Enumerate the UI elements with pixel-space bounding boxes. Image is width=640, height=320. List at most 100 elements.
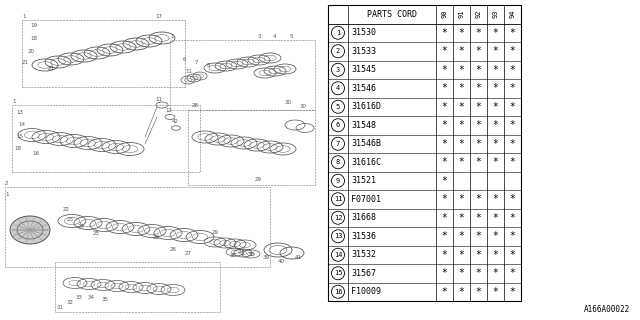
Text: 5: 5 <box>290 34 294 39</box>
Text: *: * <box>442 46 447 56</box>
Text: *: * <box>509 28 515 38</box>
Text: 31546B: 31546B <box>351 139 381 148</box>
Text: 8: 8 <box>336 159 340 165</box>
Text: *: * <box>493 287 499 297</box>
Text: A166A00022: A166A00022 <box>584 305 630 314</box>
Text: *: * <box>476 231 481 241</box>
Text: 2: 2 <box>336 48 340 54</box>
Text: *: * <box>442 28 447 38</box>
Text: *: * <box>493 83 499 93</box>
Text: 18: 18 <box>30 36 37 41</box>
Text: *: * <box>442 213 447 223</box>
Text: *: * <box>493 46 499 56</box>
Text: *: * <box>476 287 481 297</box>
Text: 25: 25 <box>93 231 100 236</box>
Text: 1: 1 <box>170 34 173 39</box>
Text: *: * <box>476 102 481 112</box>
Text: *: * <box>459 268 465 278</box>
Text: *: * <box>442 176 447 186</box>
Text: *: * <box>442 83 447 93</box>
Text: 42: 42 <box>172 119 179 124</box>
Text: 3: 3 <box>336 67 340 73</box>
Text: *: * <box>476 268 481 278</box>
Text: 1: 1 <box>336 30 340 36</box>
Text: *: * <box>509 287 515 297</box>
Text: *: * <box>509 120 515 130</box>
Text: 37: 37 <box>238 249 245 254</box>
Text: 94: 94 <box>509 10 515 19</box>
Text: *: * <box>459 194 465 204</box>
Text: *: * <box>476 28 481 38</box>
Text: *: * <box>442 157 447 167</box>
Text: 41: 41 <box>295 255 302 260</box>
Text: *: * <box>509 102 515 112</box>
Text: F07001: F07001 <box>351 195 381 204</box>
Bar <box>328 5 521 301</box>
Text: *: * <box>493 213 499 223</box>
Text: 31616C: 31616C <box>351 158 381 167</box>
Text: *: * <box>493 268 499 278</box>
Text: 16: 16 <box>32 151 39 156</box>
Text: *: * <box>459 120 465 130</box>
Text: 35: 35 <box>102 297 109 302</box>
Text: 15: 15 <box>333 270 342 276</box>
Text: 9: 9 <box>336 178 340 184</box>
Text: *: * <box>442 194 447 204</box>
Text: 40: 40 <box>278 259 285 264</box>
Text: 2: 2 <box>5 181 8 186</box>
Text: 12: 12 <box>165 108 172 113</box>
Text: *: * <box>442 65 447 75</box>
Text: 19: 19 <box>30 23 37 28</box>
Text: 6: 6 <box>336 122 340 128</box>
Ellipse shape <box>10 216 50 244</box>
Text: 31545: 31545 <box>351 65 376 74</box>
Text: 1: 1 <box>12 99 15 104</box>
Text: *: * <box>493 194 499 204</box>
Text: *: * <box>442 250 447 260</box>
Text: *: * <box>509 46 515 56</box>
Text: *: * <box>459 102 465 112</box>
Text: *: * <box>459 231 465 241</box>
Text: *: * <box>509 139 515 149</box>
Text: 32: 32 <box>67 300 74 305</box>
Text: *: * <box>493 139 499 149</box>
Text: 31668: 31668 <box>351 213 376 222</box>
Text: *: * <box>442 120 447 130</box>
Text: *: * <box>476 213 481 223</box>
Text: *: * <box>493 120 499 130</box>
Text: 31: 31 <box>57 305 64 310</box>
Text: *: * <box>493 157 499 167</box>
Text: 30: 30 <box>285 100 292 105</box>
Text: 16: 16 <box>333 289 342 295</box>
Text: *: * <box>459 139 465 149</box>
Text: 5: 5 <box>336 104 340 110</box>
Text: 31616D: 31616D <box>351 102 381 111</box>
Text: 13: 13 <box>16 110 23 115</box>
Text: 1: 1 <box>22 14 26 19</box>
Text: *: * <box>459 46 465 56</box>
Text: 15: 15 <box>16 134 23 139</box>
Text: *: * <box>459 65 465 75</box>
Text: *: * <box>476 250 481 260</box>
Text: F10009: F10009 <box>351 287 381 296</box>
Text: *: * <box>493 102 499 112</box>
Text: 21: 21 <box>22 60 29 65</box>
Text: 14: 14 <box>333 252 342 258</box>
Text: 8: 8 <box>207 63 211 68</box>
Text: 6: 6 <box>183 57 186 62</box>
Text: 91: 91 <box>458 10 465 19</box>
Text: 11: 11 <box>155 97 162 102</box>
Text: *: * <box>493 28 499 38</box>
Text: *: * <box>476 157 481 167</box>
Text: 23: 23 <box>67 217 74 222</box>
Text: 30: 30 <box>300 104 307 109</box>
Text: *: * <box>493 250 499 260</box>
Text: 20: 20 <box>28 49 35 54</box>
Text: 31530: 31530 <box>351 28 376 37</box>
Text: 24: 24 <box>78 224 85 229</box>
Text: 17: 17 <box>155 14 162 19</box>
Text: *: * <box>509 268 515 278</box>
Text: *: * <box>493 231 499 241</box>
Text: 36: 36 <box>230 253 237 258</box>
Text: 4: 4 <box>273 34 276 39</box>
